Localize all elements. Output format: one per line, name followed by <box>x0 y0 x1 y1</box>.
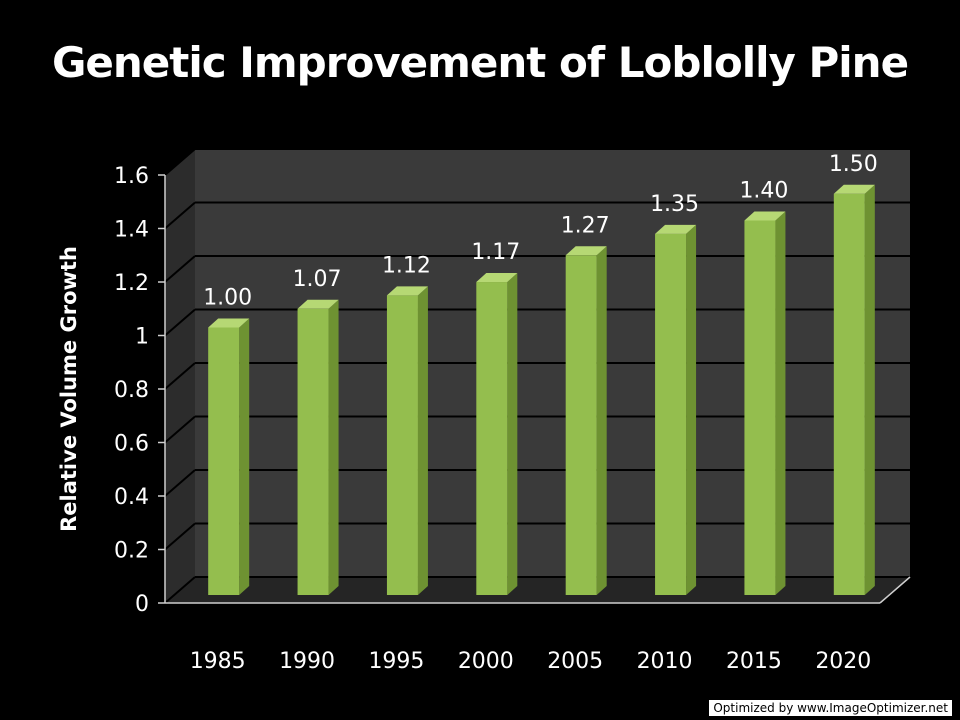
labels: 0 0.2 0.4 0.6 0.8 1 1.2 1.4 1.6 Relative Volume G… <box>57 152 878 674</box>
bar-top <box>744 211 786 221</box>
x-tick-label: 2015 <box>726 649 782 674</box>
y-tick-label: 0.4 <box>114 485 149 510</box>
data-label: 1.12 <box>382 253 431 278</box>
bar <box>655 233 687 595</box>
bar-top <box>476 273 518 283</box>
bar-side <box>507 273 518 595</box>
y-tick-label: 0.8 <box>114 378 149 403</box>
gridline-side <box>164 522 196 551</box>
gridline-side <box>164 362 196 390</box>
x-tick-label: 1990 <box>279 649 335 674</box>
gridline-side <box>164 415 196 444</box>
bar <box>208 327 240 595</box>
bar-side <box>417 286 428 595</box>
bar-top <box>655 224 697 234</box>
y-tick-label: 0.2 <box>114 539 149 564</box>
x-tick-label: 1995 <box>368 649 424 674</box>
bar <box>744 220 776 595</box>
y-tick-label: 0 <box>135 592 149 617</box>
data-label: 1.27 <box>561 213 610 238</box>
bar-top <box>208 318 250 328</box>
data-label: 1.50 <box>829 152 878 177</box>
x-tick-label: 2010 <box>637 649 693 674</box>
bar <box>833 193 865 595</box>
bar-top <box>386 286 428 296</box>
watermark: Optimized by www.ImageOptimizer.net <box>709 700 952 716</box>
plot-area <box>165 149 910 603</box>
bar-top <box>297 299 339 309</box>
bar-side <box>775 211 786 595</box>
axes <box>158 174 911 604</box>
gridline-side <box>164 576 196 604</box>
x-tick-label: 2020 <box>815 649 871 674</box>
bar-side <box>596 246 607 595</box>
gridline-side <box>164 255 196 283</box>
x-tick-label: 2005 <box>547 649 603 674</box>
data-label: 1.40 <box>739 179 788 204</box>
y-tick-label: 1.4 <box>114 218 149 243</box>
y-tick-label: 1 <box>135 325 149 350</box>
y-axis-title: Relative Volume Growth <box>57 246 81 532</box>
bar <box>297 308 329 595</box>
bar-side <box>864 184 875 595</box>
data-label: 1.07 <box>293 267 342 292</box>
data-label: 1.35 <box>650 192 699 217</box>
x-tick-label: 2000 <box>458 649 514 674</box>
y-tick-label: 1.2 <box>114 271 149 296</box>
chart-title: Genetic Improvement of Loblolly Pine <box>51 38 909 87</box>
gridline-side <box>164 469 196 497</box>
y-tick-label: 0.6 <box>114 432 149 457</box>
bar-side <box>328 299 339 595</box>
gridline-side <box>164 308 196 337</box>
gridline-side <box>164 148 196 176</box>
x-tick-label: 1985 <box>190 649 246 674</box>
y-tick-label: 1.6 <box>114 164 149 189</box>
bar-top <box>833 184 875 194</box>
bar <box>476 282 508 595</box>
data-label: 1.00 <box>203 286 252 311</box>
gridline-side <box>164 201 196 230</box>
data-label: 1.17 <box>471 240 520 265</box>
bars <box>208 184 875 595</box>
bar-side <box>686 224 697 595</box>
x-axis-depth-line <box>879 576 911 604</box>
bar <box>565 255 597 595</box>
floor <box>165 577 910 603</box>
bar-side <box>239 318 250 595</box>
bar <box>386 295 418 595</box>
bar-top <box>565 246 607 256</box>
